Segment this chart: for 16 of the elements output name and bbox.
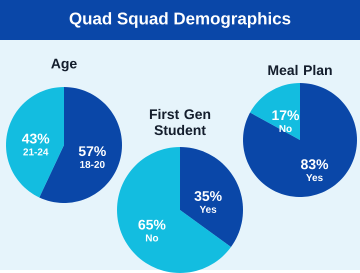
slice-label: No (280, 125, 292, 132)
slice-label: 21-24 (23, 148, 48, 156)
text: Quad Squad Demographics (70, 12, 290, 28)
slice-label: Yes (200, 206, 216, 213)
slice-label: 18-20 (80, 160, 105, 168)
data-label: 35% (194, 191, 222, 201)
slice-label: Yes (306, 174, 323, 182)
data-label: 57% (78, 146, 106, 156)
slice-label: No (146, 234, 158, 242)
chart-title: Age (51, 58, 77, 72)
data-label: 17% (272, 110, 300, 120)
data-label: 83% (301, 159, 328, 170)
chart-title: Meal Plan (268, 64, 332, 76)
data-label: 65% (138, 220, 166, 230)
data-label: 43% (22, 134, 50, 144)
chart-title: First Gen Student (150, 108, 210, 136)
